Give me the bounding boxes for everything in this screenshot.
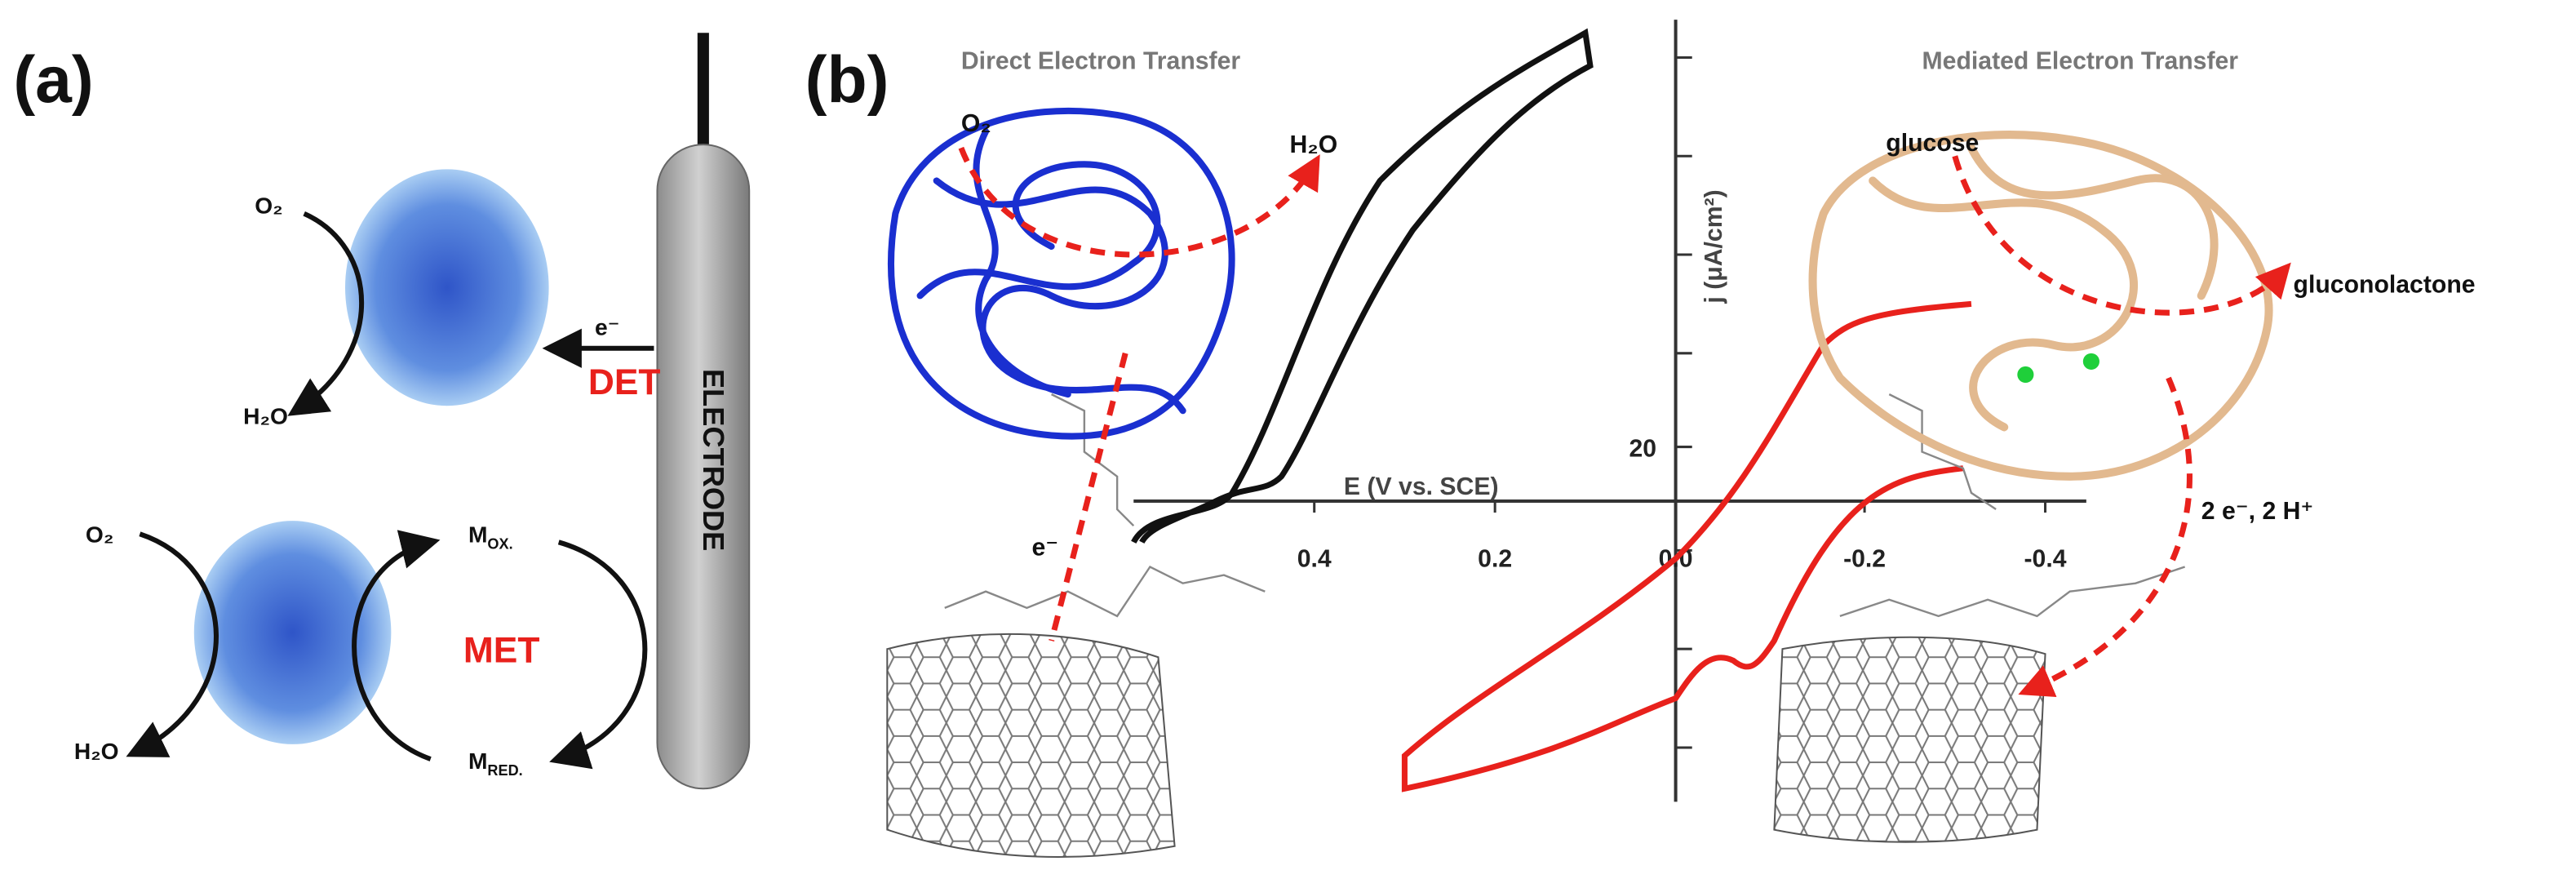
y-tick-label: 20 <box>1629 436 1657 463</box>
electron-path <box>2018 376 2192 698</box>
det-label: DET <box>588 362 661 402</box>
mediator-base: M <box>468 748 487 774</box>
x-tick-label: -0.4 <box>2024 546 2067 573</box>
panel-label: (a) <box>13 43 93 117</box>
mediator-red: MRED. <box>468 748 523 779</box>
nanotube <box>886 633 1176 858</box>
reactant: O₂ <box>255 193 282 219</box>
right-title: Mediated Electron Transfer <box>1922 48 2239 75</box>
gox-protein <box>1808 131 2273 481</box>
met-label: MET <box>463 630 539 670</box>
electron-label: e⁻ <box>595 314 620 340</box>
laccase-protein <box>888 107 1235 440</box>
nanotube <box>1773 636 2046 843</box>
cv-curve-met <box>1401 300 1972 792</box>
y-axis-label: j (μA/cm²) <box>1700 189 1727 304</box>
cv-curve-det <box>1131 28 1594 544</box>
enzyme <box>193 521 392 744</box>
product: H₂O <box>1290 131 1338 158</box>
x-tick-label: -0.2 <box>1843 546 1886 573</box>
product: H₂O <box>243 402 288 428</box>
left-title: Direct Electron Transfer <box>961 48 1241 75</box>
reaction-arrow <box>287 211 365 416</box>
mediator-ox: MOX. <box>468 521 513 552</box>
x-tick-label: 0.2 <box>1478 546 1512 573</box>
reaction-arrow <box>1952 155 2291 316</box>
product: gluconolactone <box>2294 271 2476 298</box>
electrode <box>656 144 751 790</box>
reaction-arrow <box>126 531 219 757</box>
linker-molecules <box>944 393 2186 618</box>
x-tick-label: 0.4 <box>1297 546 1332 573</box>
substrate: glucose <box>1886 130 1979 157</box>
electrode-label: ELECTRODE <box>697 369 730 551</box>
reactant: O₂ <box>86 521 113 547</box>
reactant: O₂ <box>961 110 991 137</box>
electron-path <box>1049 352 1128 641</box>
x-axis-label: E (V vs. SCE) <box>1344 473 1499 500</box>
mediator-arrow <box>352 530 441 761</box>
mediator-arrow <box>549 539 648 770</box>
mediator-base: M <box>468 521 487 547</box>
panel-label: (b) <box>805 43 889 117</box>
reaction-arrow <box>958 146 1320 258</box>
mediator-sub: RED. <box>487 762 522 779</box>
product: H₂O <box>74 738 119 764</box>
transfer-label: 2 e⁻, 2 H⁺ <box>2201 498 2314 525</box>
electron-label: e⁻ <box>1031 534 1058 561</box>
axis-ticks <box>1313 55 2047 749</box>
enzyme <box>344 169 549 406</box>
mediator-sub: OX. <box>487 535 512 552</box>
